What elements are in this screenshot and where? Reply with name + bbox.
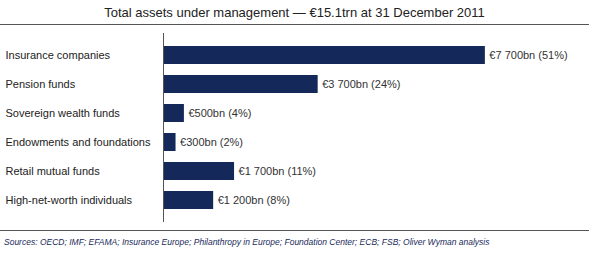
svg-text:Pension funds: Pension funds [6, 78, 76, 90]
svg-text:€300bn (2%): €300bn (2%) [180, 136, 243, 148]
svg-text:€3 700bn (24%): €3 700bn (24%) [322, 78, 400, 90]
svg-text:High-net-worth individuals: High-net-worth individuals [6, 194, 133, 206]
svg-text:Retail mutual funds: Retail mutual funds [6, 165, 101, 177]
html-text:Sources: OECD; IMF; EFAMA; Ins: Sources: OECD; IMF; EFAMA; Insurance Eur… [4, 237, 490, 247]
svg-text:€1 200bn (8%): €1 200bn (8%) [218, 194, 290, 206]
html-text:Total assets under management: Total assets under management — €15.1trn… [104, 5, 485, 20]
svg-text:€1 700bn (11%): €1 700bn (11%) [239, 165, 316, 177]
svg-text:Sovereign wealth funds: Sovereign wealth funds [6, 107, 121, 119]
svg-text:Insurance companies: Insurance companies [6, 49, 111, 61]
svg-text:€500bn (4%): €500bn (4%) [188, 107, 251, 119]
svg-text:€7 700bn (51%): €7 700bn (51%) [489, 49, 567, 61]
svg-text:Endowments and foundations: Endowments and foundations [6, 136, 151, 148]
